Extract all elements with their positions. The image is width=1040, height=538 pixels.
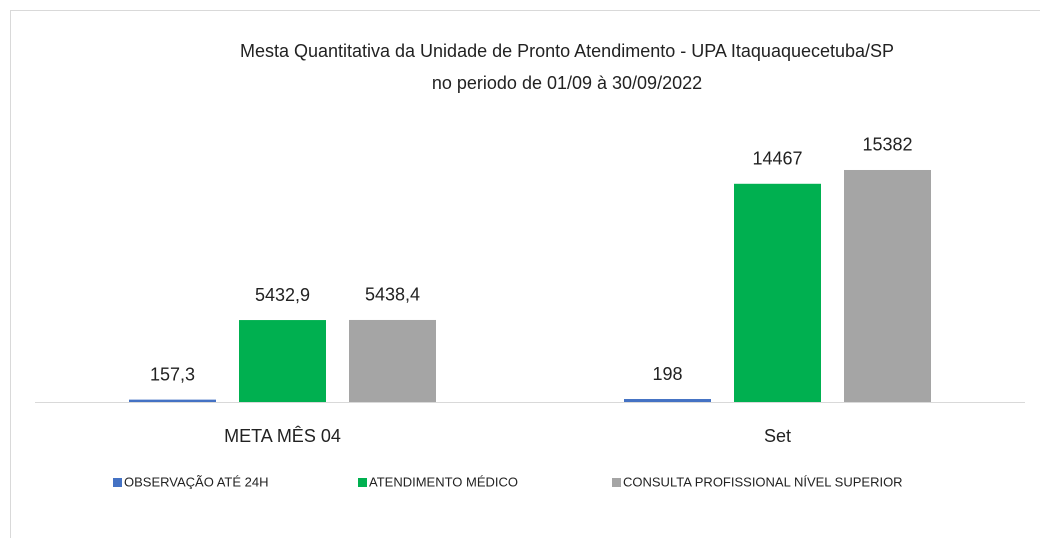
legend-label: ATENDIMENTO MÉDICO [369,474,518,489]
bar [129,399,216,402]
chart-title: Mesta Quantitativa da Unidade de Pronto … [240,41,894,61]
data-label: 14467 [752,149,802,169]
data-label: 198 [652,364,682,384]
bar [844,169,931,402]
legend-swatch [113,478,122,487]
legend-swatch [612,478,621,487]
bar [624,399,711,402]
chart-subtitle: no periodo de 01/09 à 30/09/2022 [432,73,702,93]
data-label: 5438,4 [365,285,420,305]
bar [734,183,821,402]
legend-swatch [358,478,367,487]
data-label: 5432,9 [255,285,310,305]
bar [239,320,326,402]
x-tick-label: Set [764,426,791,446]
data-label: 15382 [862,135,912,155]
legend-label: OBSERVAÇÃO ATÉ 24H [124,474,269,489]
x-tick-label: META MÊS 04 [224,426,341,446]
bar [349,319,436,402]
data-label: 157,3 [150,364,195,384]
legend-label: CONSULTA PROFISSIONAL NÍVEL SUPERIOR [623,474,903,489]
